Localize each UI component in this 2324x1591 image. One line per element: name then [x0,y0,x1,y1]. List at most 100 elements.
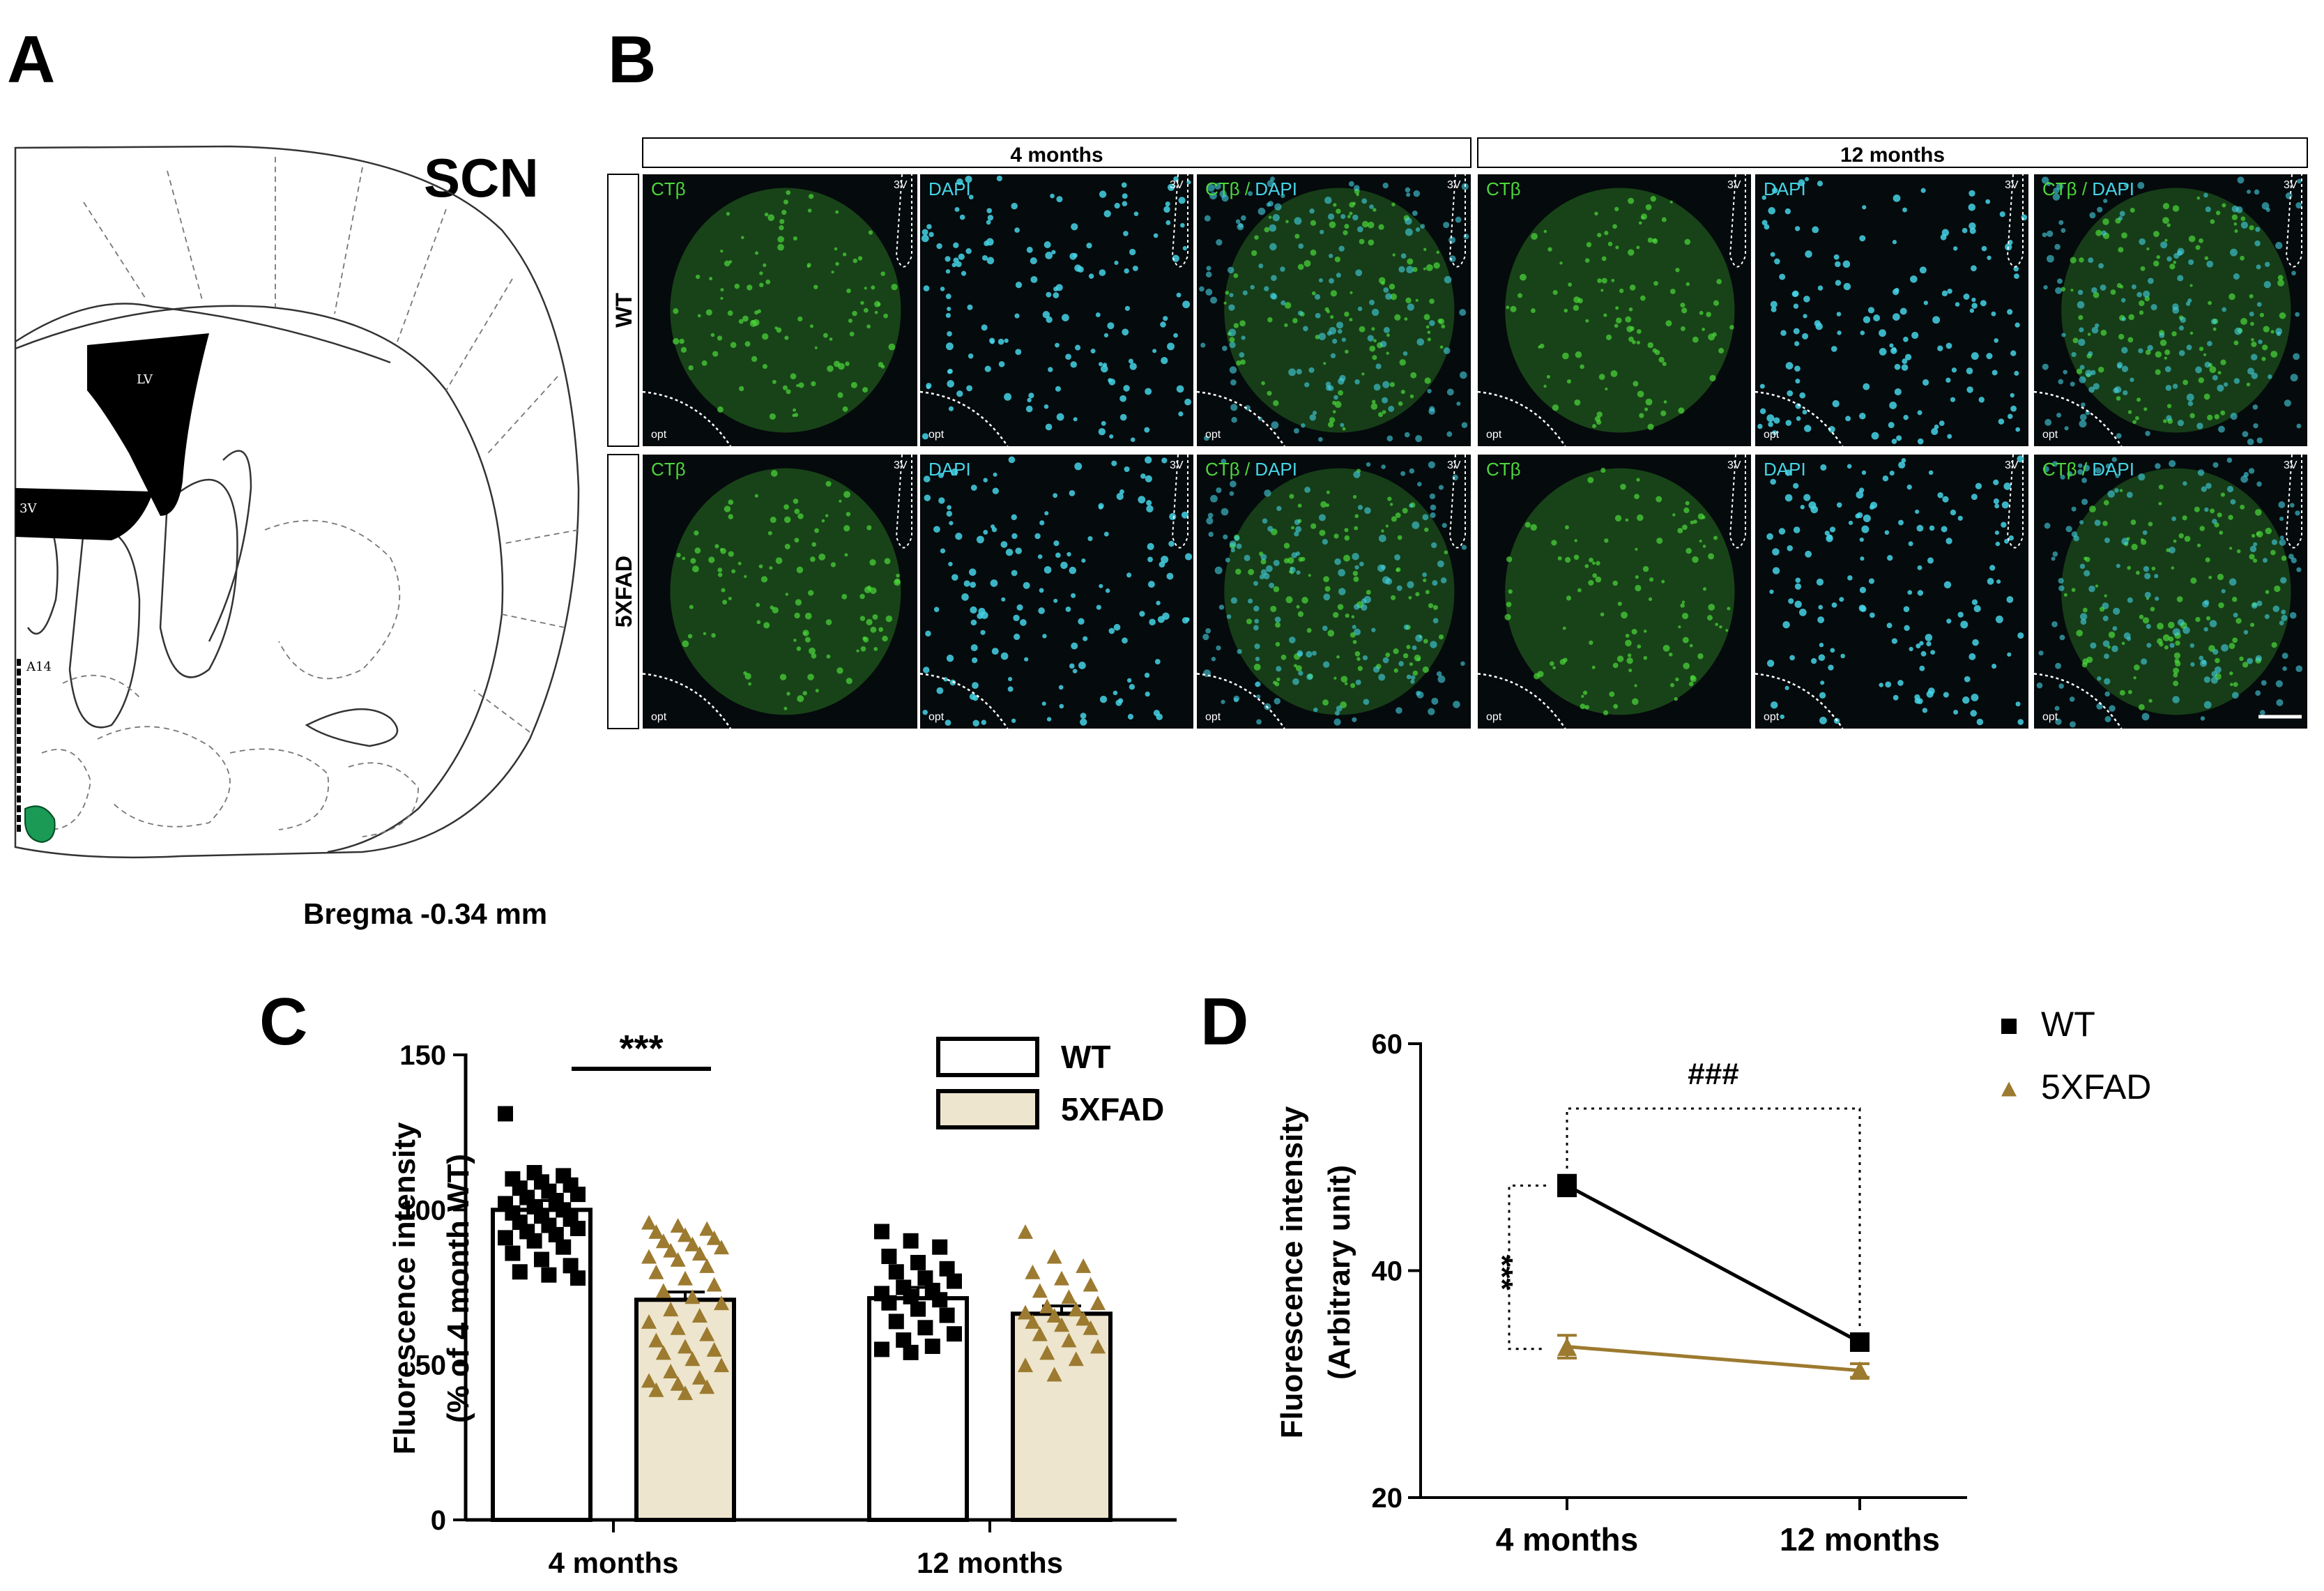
ctb-fiber [796,566,804,574]
dapi-nucleus [2295,312,2300,317]
dapi-nucleus [959,214,965,220]
dapi-nucleus [1817,285,1824,291]
dapi-nucleus [1460,661,1465,667]
dapi-nucleus [2114,386,2122,393]
dapi-nucleus [2091,287,2097,294]
dapi-nucleus [1971,352,1979,360]
dapi-nucleus [1843,282,1851,291]
dapi-nucleus [1778,528,1786,535]
data-point [498,1106,513,1122]
dapi-nucleus [2077,289,2084,296]
ctb-fiber [1351,615,1355,618]
dapi-nucleus [1045,252,1053,259]
dapi-nucleus [2085,410,2090,416]
ctb-fiber [1708,553,1715,560]
panel-letter-b: B [608,22,656,97]
dapi-nucleus [2171,516,2176,522]
dapi-nucleus [1165,220,1171,225]
genotype-label-box [607,454,639,729]
dapi-nucleus [1957,515,1963,521]
dapi-nucleus [972,720,979,727]
dapi-nucleus [1903,414,1909,420]
atlas-label-a14: A14 [26,660,52,674]
dapi-nucleus [2182,481,2187,486]
dapi-nucleus [1432,580,1438,586]
data-point [1850,1332,1870,1353]
ctb-fiber [807,208,812,213]
dapi-nucleus [1404,432,1410,438]
data-point [888,1264,904,1280]
ctb-fiber [2076,368,2083,374]
ctb-fiber [1518,293,1523,298]
dapi-nucleus [1352,552,1359,561]
ctb-fiber [2217,512,2222,518]
dapi-nucleus [2104,691,2110,697]
ctb-fiber [1281,654,1287,660]
dapi-nucleus [1989,565,1996,571]
dapi-nucleus [1929,525,1935,531]
dapi-nucleus [1067,551,1071,557]
dapi-nucleus [1794,365,1801,372]
dapi-nucleus [1409,503,1414,508]
ctb-fiber [849,331,855,337]
dapi-nucleus [2017,632,2024,639]
ctb-fiber [1699,540,1702,543]
dapi-nucleus [1011,533,1018,540]
dapi-nucleus [951,468,958,476]
dapi-nucleus [2130,377,2134,382]
ctb-fiber [1372,355,1377,360]
dapi-nucleus [954,207,960,212]
dapi-nucleus [1405,187,1411,193]
dapi-nucleus [1978,397,1985,403]
ctb-fiber [2207,414,2213,421]
dapi-nucleus [1229,540,1237,547]
dapi-nucleus [2289,611,2297,619]
dapi-nucleus [986,220,991,225]
ctb-fiber [2249,294,2254,298]
dapi-nucleus [1073,417,1078,422]
x-tick-label: 4 months [549,1546,679,1579]
dapi-nucleus [2111,457,2118,462]
dapi-nucleus [2195,366,2202,374]
dapi-nucleus [1882,475,1889,482]
ctb-fiber [1233,273,1239,278]
dapi-nucleus [2190,662,2195,667]
dapi-nucleus [1903,606,1910,612]
ctb-fiber [1310,220,1317,226]
dapi-nucleus [1914,694,1920,701]
dapi-nucleus [1357,306,1363,312]
ctb-fiber [1389,503,1393,506]
ctb-fiber [2071,588,2076,593]
dapi-nucleus [1885,681,1892,688]
ctb-fiber [1330,290,1338,297]
ctb-fiber [1331,400,1336,405]
y-tick-label: 150 [399,1040,446,1071]
dapi-nucleus [1123,231,1129,236]
ctb-fiber [1685,282,1690,287]
dapi-nucleus [1221,195,1229,202]
ctb-fiber [1350,683,1356,688]
dapi-nucleus [1053,493,1058,498]
ctb-fiber [1636,340,1640,344]
dapi-nucleus [987,215,994,221]
dapi-nucleus [986,257,995,265]
dapi-nucleus [2178,350,2185,356]
dapi-nucleus [1757,423,1763,429]
dapi-nucleus [2166,415,2172,421]
dapi-nucleus [2102,616,2109,622]
dapi-nucleus [1288,637,1296,644]
dapi-nucleus [1904,353,1912,360]
ctb-fiber [1699,310,1704,315]
ctb-fiber [1649,577,1654,582]
ctb-fiber [1647,423,1654,430]
ctb-fiber [860,646,866,652]
data-point [939,1261,955,1277]
dapi-nucleus [1306,650,1313,658]
dapi-nucleus [1793,328,1800,335]
dapi-nucleus [1250,284,1255,290]
data-point [1046,1367,1062,1382]
dapi-nucleus [1128,358,1133,364]
dapi-nucleus [1264,489,1271,497]
dapi-nucleus [1383,326,1390,333]
dapi-nucleus [1014,633,1020,640]
